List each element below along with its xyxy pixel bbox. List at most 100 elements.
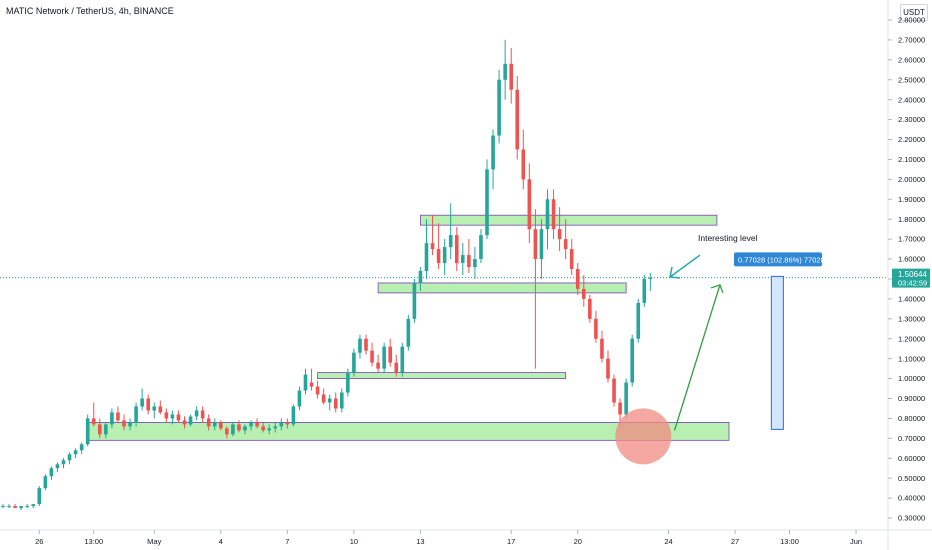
price-zone[interactable] (420, 214, 718, 226)
candle-body (7, 506, 11, 508)
currency-button[interactable]: USDT (900, 4, 928, 21)
candle-body (436, 249, 441, 264)
price-tick-label: 2.70000 (898, 35, 925, 44)
candle-body (630, 338, 634, 383)
price-tick-label: 0.80000 (898, 414, 925, 423)
candle-body (388, 346, 392, 363)
candle-body (140, 398, 144, 407)
candle-body (273, 426, 278, 429)
interesting-level-label: Interesting level (698, 233, 758, 243)
time-tick-label: 10 (350, 537, 358, 546)
candle-body (430, 243, 435, 250)
candle-body (588, 298, 592, 319)
candle-body (188, 416, 193, 425)
price-tick-label: 2.80000 (898, 16, 925, 25)
candle-body (122, 420, 126, 427)
candle-body (309, 382, 314, 387)
price-tick-label: 0.90000 (898, 394, 925, 403)
candle-body (352, 352, 356, 373)
highlight-ellipse[interactable] (615, 408, 672, 465)
projection-arrow[interactable] (673, 284, 721, 431)
time-axis[interactable]: 26 13:00 May 4 7 10 13 17 20 24 27 13:00 Jun (35, 530, 862, 546)
candle-body (551, 199, 556, 230)
price-tick-label: 2.50000 (898, 75, 925, 84)
candle-body (448, 235, 453, 248)
candle-body (164, 412, 169, 419)
price-zone[interactable] (377, 282, 627, 294)
countdown-text: 03:42:59 (898, 279, 927, 288)
current-price-text: 1.50644 (898, 270, 927, 279)
support-resistance-zones[interactable] (87, 214, 730, 441)
price-tick-label: 2.30000 (898, 115, 925, 124)
time-tick-label: 13:00 (780, 537, 799, 546)
candle-body (279, 422, 284, 427)
candle-body (237, 424, 241, 431)
price-tick-label: 0.40000 (898, 494, 925, 503)
candle-body (67, 454, 72, 461)
callout-arrowhead (669, 266, 681, 279)
time-tick-label: 13 (416, 537, 424, 546)
candle-body (158, 406, 163, 413)
price-range-measure[interactable] (770, 275, 784, 430)
candle-body (346, 372, 350, 393)
candle-body (575, 269, 580, 289)
price-tick-label: 2.40000 (898, 95, 925, 104)
time-tick-label: 17 (507, 537, 515, 546)
price-tick-label: 1.40000 (898, 294, 925, 303)
candle-body (400, 346, 405, 373)
price-tick-label: 1.00000 (898, 374, 925, 383)
candle-body (1, 506, 5, 508)
candle-body (418, 270, 423, 283)
candle-body (297, 390, 302, 407)
candle-body (255, 422, 259, 427)
candle-body (557, 229, 562, 240)
candle-body (497, 79, 501, 136)
time-tick-label: 4 (219, 537, 223, 546)
price-tick-label: 1.20000 (898, 334, 925, 343)
candle-body (315, 386, 320, 395)
candle-body (479, 235, 483, 260)
candle-body (642, 278, 647, 303)
candle-body (454, 235, 459, 264)
candle-body (128, 422, 132, 427)
candle-body (231, 424, 235, 435)
price-tick-label: 0.70000 (898, 434, 925, 443)
measure-label: 0.77028 (102.86%) 77028 (734, 252, 825, 267)
candle-body (19, 506, 23, 509)
time-tick-label: 24 (664, 537, 672, 546)
chart-title: MATIC Network / TetherUS, 4h, BINANCE (6, 6, 174, 16)
candle-body (424, 243, 429, 271)
candle-body (61, 460, 66, 465)
candle-body (327, 398, 332, 403)
candle-body (91, 418, 96, 425)
candle-body (31, 504, 36, 507)
candle-body (303, 374, 308, 391)
candles (1, 39, 653, 511)
candle-body (182, 420, 187, 425)
candle-body (545, 199, 550, 230)
price-zone[interactable] (317, 372, 567, 379)
candle-body (43, 476, 48, 489)
candle-body (134, 406, 138, 423)
candle-body (340, 392, 344, 409)
candle-body (412, 282, 417, 319)
time-tick-label: 7 (285, 537, 289, 546)
candle-body (333, 398, 338, 409)
candle-body (563, 239, 568, 250)
candle-body (261, 426, 265, 431)
candle-body (624, 382, 628, 415)
candle-body (485, 169, 489, 236)
candle-body (636, 302, 641, 339)
price-tick-label: 1.10000 (898, 354, 925, 363)
candle-body (200, 410, 205, 419)
candle-body (98, 424, 102, 435)
candle-body (376, 362, 380, 369)
candle-body (473, 259, 477, 268)
candle-body (394, 362, 399, 373)
candle-body (291, 406, 296, 425)
candle-body (539, 229, 544, 260)
candle-body (194, 410, 199, 417)
candle-body (55, 464, 60, 469)
candle-body (533, 229, 538, 260)
